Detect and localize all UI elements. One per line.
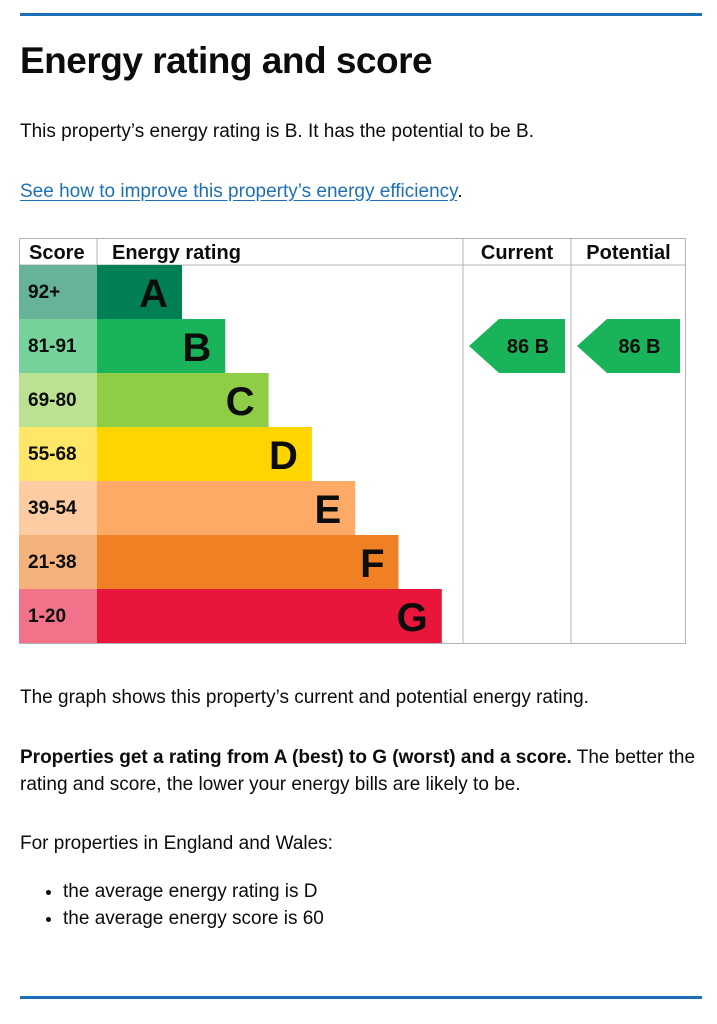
score-cell-a <box>19 265 97 319</box>
score-cell-g <box>19 589 97 643</box>
score-label-f: 21-38 <box>28 552 77 573</box>
average-rating-item: the average energy rating is D <box>63 878 324 905</box>
rating-bar-c <box>97 373 269 427</box>
average-score-item: the average energy score is 60 <box>63 905 324 932</box>
rating-bar-d <box>97 427 312 481</box>
rating-bar-g <box>97 589 442 643</box>
score-label-b: 81-91 <box>28 336 77 357</box>
bottom-rule <box>20 996 702 999</box>
potential-header: Potential <box>586 242 670 264</box>
score-cell-e <box>19 481 97 535</box>
potential-rating-label: 86 B <box>618 336 660 358</box>
properties-explainer-bold: Properties get a rating from A (best) to… <box>20 747 572 768</box>
rating-bar-b <box>97 319 226 373</box>
averages-list: the average energy rating is D the avera… <box>20 878 324 932</box>
page-title: Energy rating and score <box>20 40 433 81</box>
current-rating-arrow <box>469 319 565 373</box>
score-label-g: 1-20 <box>28 606 66 627</box>
england-wales-label: For properties in England and Wales: <box>20 833 333 854</box>
improve-link-line: See how to improve this property’s energ… <box>20 178 463 205</box>
score-header: Score <box>29 242 85 264</box>
properties-explainer-rest: The better the rating and score, the low… <box>20 747 696 795</box>
properties-explainer: Properties get a rating from A (best) to… <box>20 744 700 798</box>
score-cell-d <box>19 427 97 481</box>
rating-letter-d: D <box>269 434 298 478</box>
score-label-a: 92+ <box>28 282 60 303</box>
current-rating-label: 86 B <box>507 336 549 358</box>
rating-letter-c: C <box>226 380 255 424</box>
score-label-e: 39-54 <box>28 498 77 519</box>
rating-intro: This property’s energy rating is B. It h… <box>20 121 534 142</box>
score-cell-c <box>19 373 97 427</box>
graph-note: The graph shows this property’s current … <box>20 687 589 708</box>
rating-bar-e <box>97 481 356 535</box>
rating-letter-g: G <box>397 596 428 640</box>
rating-letter-a: A <box>139 272 168 316</box>
score-label-c: 69-80 <box>28 390 77 411</box>
score-label-d: 55-68 <box>28 444 77 465</box>
rating-bar-f <box>97 535 399 589</box>
score-cell-b <box>19 319 97 373</box>
rating-bar-a <box>97 265 182 319</box>
rating-letter-b: B <box>182 326 211 370</box>
energy-rating-graph: Score Energy rating Current Potential 92+ A 81… <box>19 238 686 644</box>
potential-rating-arrow <box>577 319 680 373</box>
current-header: Current <box>481 242 554 264</box>
improve-efficiency-link[interactable]: See how to improve this property’s energ… <box>20 181 458 202</box>
energy-rating-chart: Score Energy rating Current Potential 92+ A 81… <box>19 238 686 644</box>
rating-letter-e: E <box>315 488 342 532</box>
score-cell-f <box>19 535 97 589</box>
energy-rating-header: Energy rating <box>112 242 241 264</box>
rating-letter-f: F <box>360 542 384 586</box>
link-suffix: . <box>457 181 463 202</box>
top-rule <box>20 13 702 16</box>
